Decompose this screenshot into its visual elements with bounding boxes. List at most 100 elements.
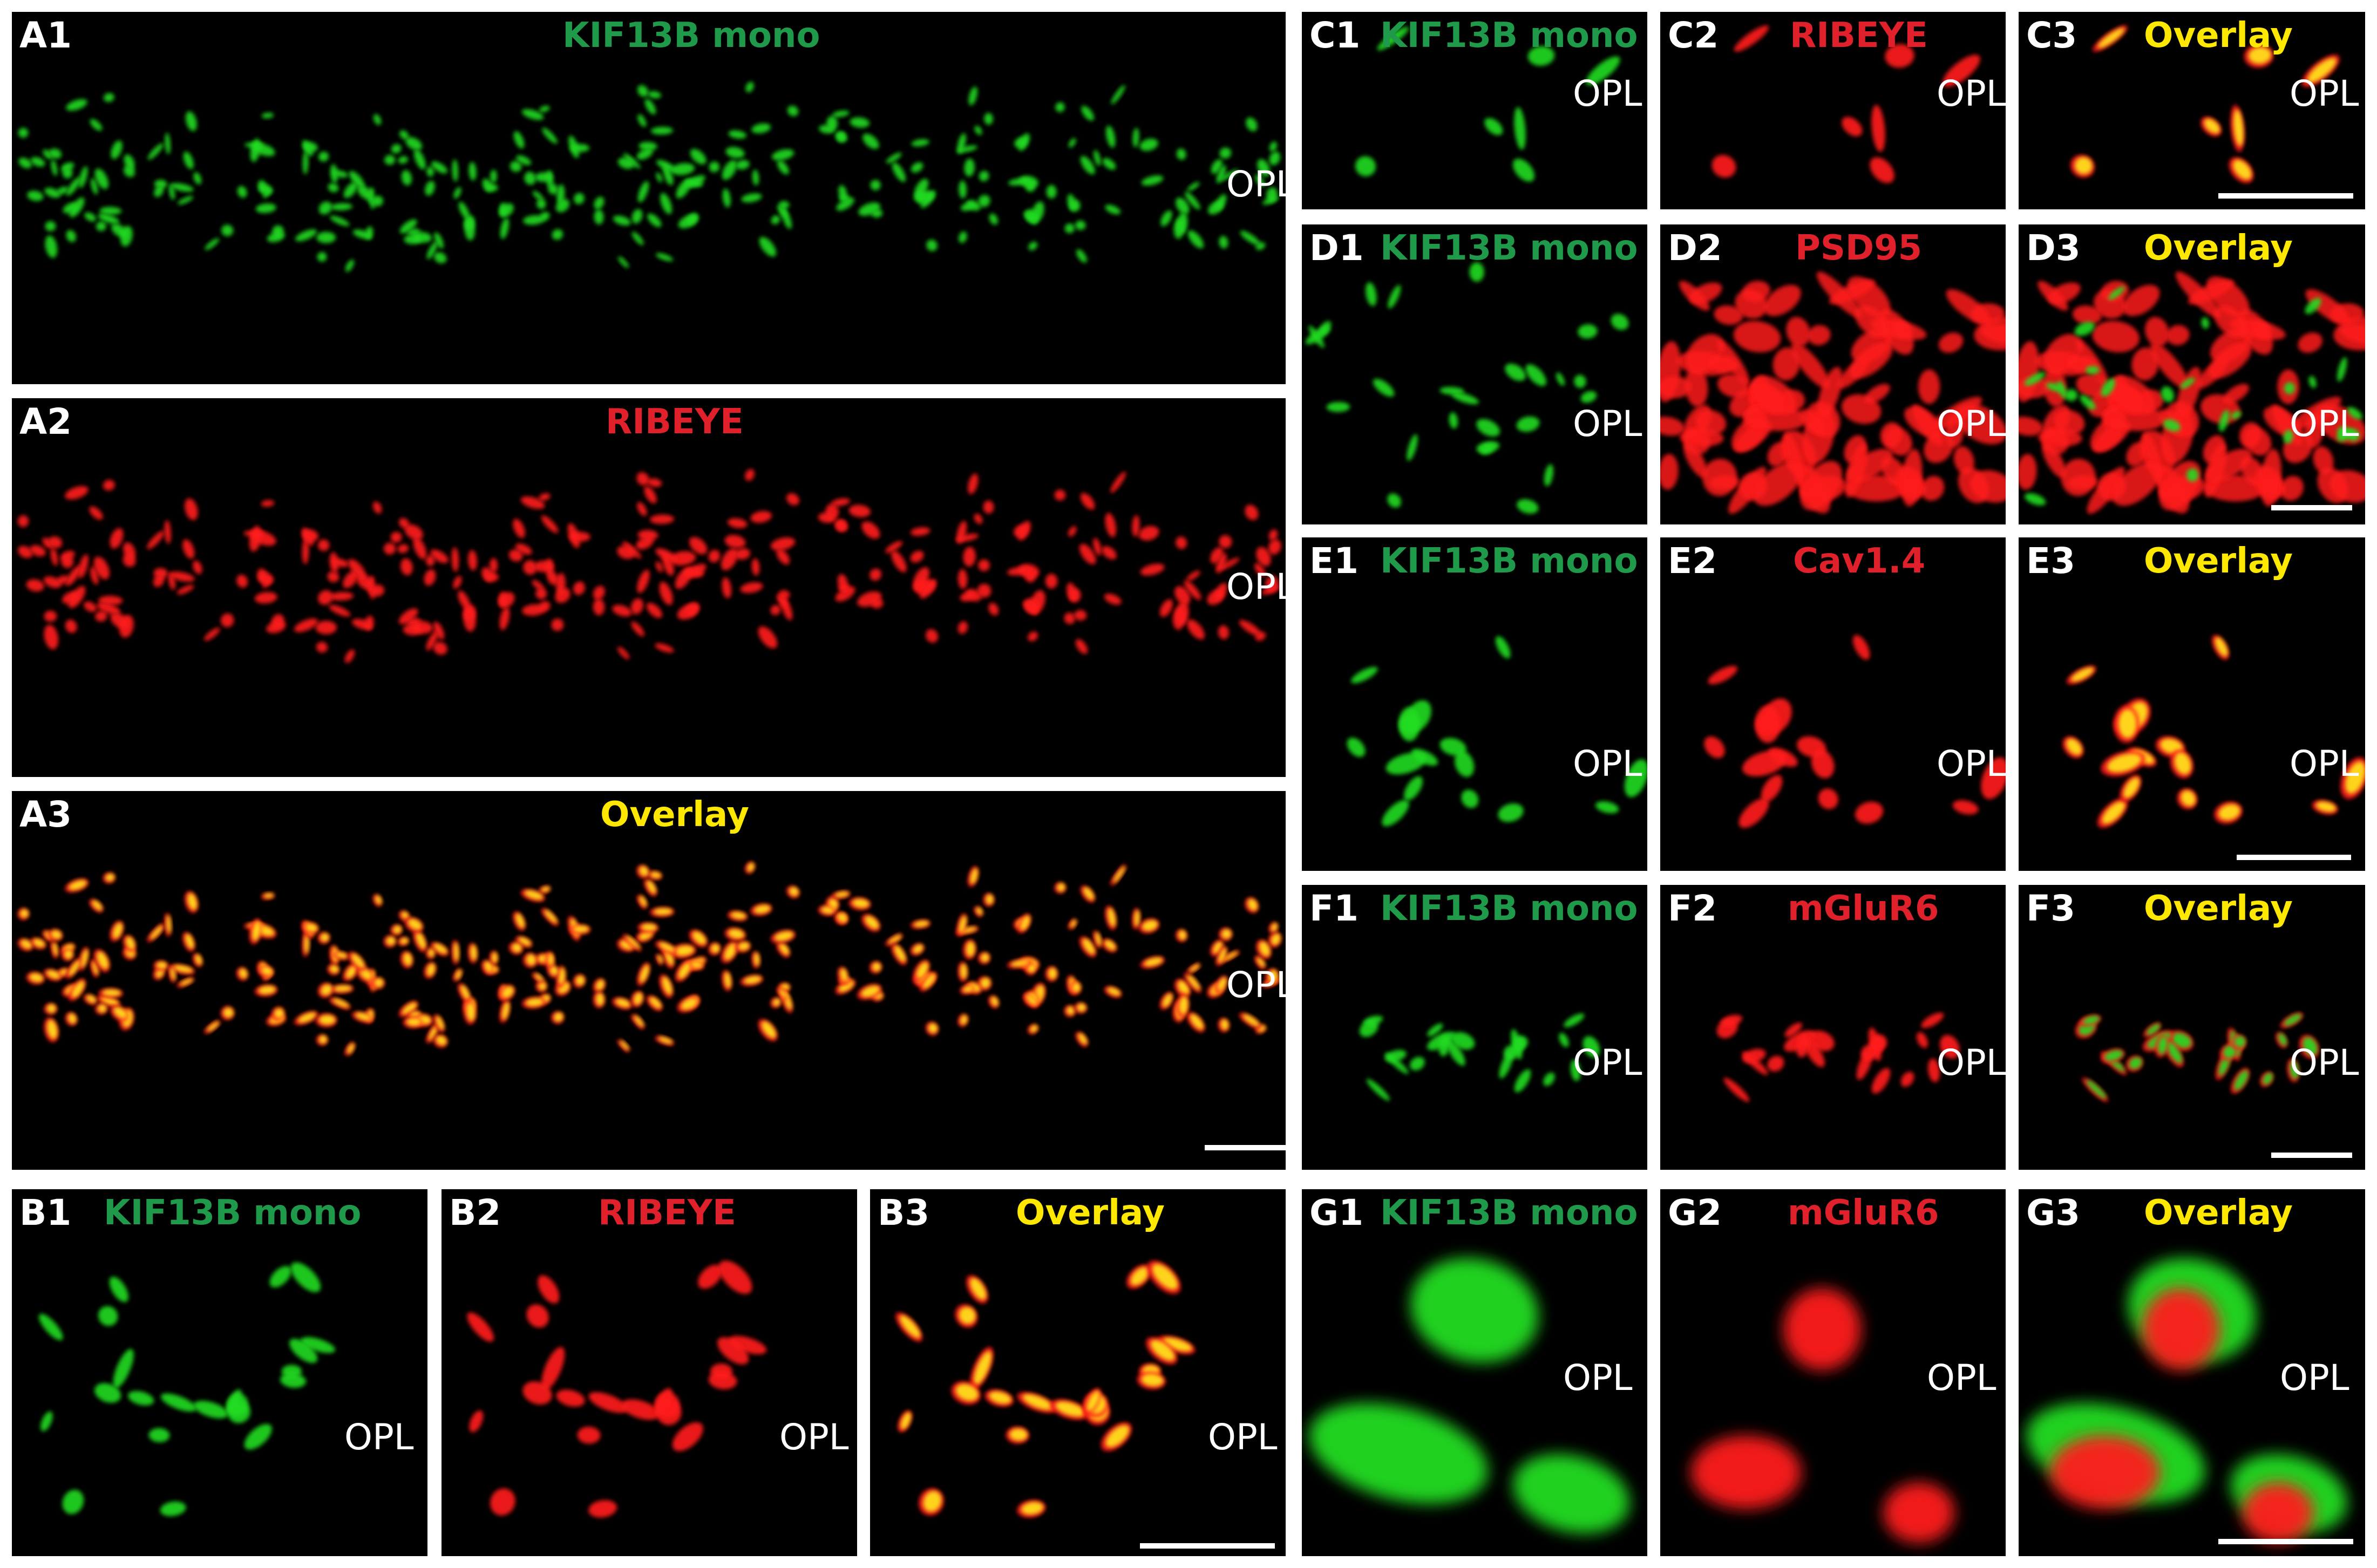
puncta-spot — [154, 185, 164, 197]
puncta-spot — [205, 238, 220, 250]
panel-title-e3: Overlay — [2144, 541, 2293, 581]
puncta-spot — [508, 549, 523, 562]
puncta-spot — [738, 942, 750, 951]
puncta-spot — [2278, 1033, 2287, 1046]
puncta-spot — [1817, 366, 1843, 420]
panel-label-e2: E2 — [1668, 540, 1717, 582]
puncta-spot — [66, 230, 77, 242]
opl-label-c2: OPL — [1937, 73, 2006, 114]
puncta-spot — [1564, 1013, 1585, 1027]
puncta-spot — [374, 978, 384, 987]
puncta-spot — [1025, 181, 1036, 192]
puncta-spot — [1498, 803, 1524, 822]
puncta-spot — [1580, 391, 1597, 403]
puncta-spot — [573, 925, 589, 933]
puncta-spot — [1218, 947, 1227, 964]
puncta-spot — [522, 1381, 552, 1405]
puncta-spot — [671, 163, 695, 175]
puncta-spot — [79, 166, 88, 188]
puncta-spot — [1104, 594, 1122, 605]
puncta-spot — [1266, 187, 1278, 202]
puncta-spot — [981, 953, 989, 963]
puncta-spot — [26, 579, 44, 592]
puncta-spot — [656, 253, 674, 262]
puncta-spot — [1319, 321, 1332, 335]
puncta-spot — [1054, 489, 1066, 501]
puncta-spot — [2174, 752, 2191, 775]
puncta-spot — [1138, 526, 1159, 541]
panel-b1: B1 KIF13B mono OPL — [12, 1189, 427, 1556]
puncta-spot — [1386, 752, 1427, 775]
puncta-spot — [333, 170, 348, 178]
puncta-spot — [1938, 332, 1964, 353]
puncta-spot — [372, 195, 384, 207]
panel-a3: A3 Overlay OPL — [12, 791, 1286, 1170]
puncta-spot — [2131, 347, 2159, 381]
puncta-spot — [165, 132, 171, 155]
puncta-spot — [1080, 155, 1095, 175]
puncta-spot — [662, 977, 673, 995]
puncta-spot — [2085, 366, 2100, 374]
micrograph-a3 — [17, 862, 1281, 1056]
puncta-spot — [2284, 382, 2295, 394]
puncta-spot — [1816, 271, 1862, 318]
puncta-spot — [1222, 951, 1239, 961]
puncta-spot — [321, 984, 332, 996]
puncta-spot — [2316, 801, 2336, 812]
puncta-spot — [168, 185, 175, 200]
puncta-spot — [547, 572, 559, 585]
puncta-spot — [148, 1428, 170, 1442]
puncta-spot — [2239, 422, 2261, 448]
puncta-spot — [193, 560, 202, 575]
puncta-spot — [986, 894, 994, 905]
puncta-spot — [2126, 442, 2148, 467]
puncta-spot — [647, 478, 662, 487]
puncta-spot — [515, 543, 532, 555]
puncta-spot — [744, 976, 762, 984]
puncta-spot — [207, 1021, 220, 1032]
puncta-spot — [1733, 321, 1781, 353]
puncta-spot — [1082, 938, 1095, 955]
puncta-spot — [491, 952, 498, 964]
puncta-spot — [989, 213, 998, 225]
puncta-spot — [818, 513, 835, 523]
puncta-spot — [52, 942, 58, 956]
panel-b3: B3 Overlay OPL — [870, 1189, 1286, 1556]
puncta-spot — [399, 130, 409, 140]
puncta-spot — [2233, 160, 2252, 180]
puncta-spot — [94, 168, 109, 189]
puncta-spot — [373, 114, 382, 125]
puncta-spot — [123, 542, 136, 560]
puncta-spot — [1695, 410, 1727, 435]
puncta-spot — [304, 933, 309, 954]
micrograph-b3 — [895, 1260, 1196, 1518]
puncta-spot — [2223, 384, 2250, 404]
puncta-spot — [639, 142, 657, 151]
puncta-spot — [835, 586, 855, 602]
panel-title-c1: KIF13B mono — [1380, 16, 1638, 56]
puncta-spot — [393, 925, 402, 934]
puncta-spot — [429, 1025, 438, 1041]
puncta-spot — [69, 880, 87, 890]
puncta-spot — [1714, 305, 1743, 325]
puncta-spot — [911, 139, 929, 147]
puncta-spot — [1939, 1035, 1960, 1059]
puncta-spot — [612, 604, 632, 617]
puncta-spot — [515, 913, 525, 929]
micrograph-c1 — [1355, 26, 1620, 182]
puncta-spot — [708, 1372, 737, 1389]
puncta-spot — [777, 205, 787, 217]
puncta-spot — [1702, 459, 1737, 496]
puncta-spot — [542, 127, 558, 144]
opl-label-d3: OPL — [2290, 403, 2359, 445]
puncta-spot — [65, 486, 89, 500]
puncta-spot — [2145, 317, 2169, 347]
puncta-spot — [1860, 1044, 1879, 1061]
puncta-spot — [391, 144, 402, 154]
puncta-spot — [330, 215, 350, 227]
puncta-spot — [50, 548, 58, 566]
puncta-spot — [647, 880, 656, 894]
puncta-spot — [1022, 1394, 1053, 1410]
puncta-spot — [1139, 138, 1158, 151]
puncta-spot — [2181, 790, 2196, 807]
